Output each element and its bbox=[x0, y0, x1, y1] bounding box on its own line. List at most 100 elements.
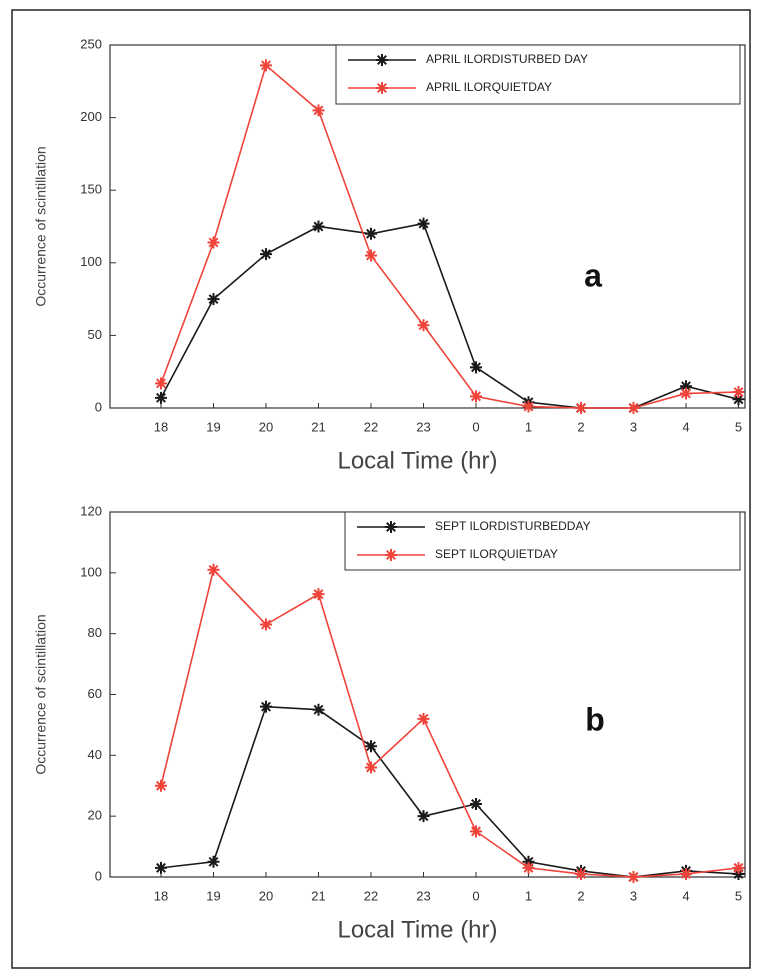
x-tick-label: 5 bbox=[735, 888, 742, 903]
data-point bbox=[575, 867, 587, 880]
legend-marker bbox=[376, 54, 388, 66]
data-point bbox=[312, 220, 325, 233]
data-point bbox=[680, 867, 692, 880]
y-tick-label: 120 bbox=[80, 503, 102, 518]
x-tick-label: 19 bbox=[206, 419, 220, 434]
data-point bbox=[207, 236, 220, 249]
legend-label: SEPT ILORDISTURBEDDAY bbox=[435, 519, 591, 533]
x-tick-label: 23 bbox=[416, 888, 430, 903]
data-point bbox=[522, 400, 535, 413]
x-axis-label: Local Time (hr) bbox=[337, 916, 497, 943]
series-line bbox=[160, 568, 739, 878]
data-point bbox=[732, 861, 745, 874]
x-tick-label: 20 bbox=[259, 419, 273, 434]
data-point bbox=[312, 703, 325, 716]
panel-annotation: b bbox=[585, 701, 605, 737]
data-point bbox=[470, 361, 482, 374]
x-tick-label: 4 bbox=[682, 888, 689, 903]
data-point bbox=[365, 227, 377, 240]
data-point bbox=[522, 861, 535, 874]
data-point bbox=[365, 249, 377, 262]
data-point bbox=[260, 700, 272, 713]
y-axis-label: Occurrence of scintillation bbox=[33, 146, 49, 306]
data-point bbox=[732, 393, 745, 406]
legend-marker bbox=[385, 521, 397, 533]
legend-label: APRIL ILORQUIETDAY bbox=[426, 80, 552, 94]
data-point bbox=[365, 761, 377, 774]
legend-marker bbox=[376, 82, 388, 94]
data-point bbox=[155, 779, 167, 792]
panel-annotation: a bbox=[584, 257, 602, 293]
data-point bbox=[207, 855, 220, 868]
data-point bbox=[627, 402, 640, 414]
x-axis-label: Local Time (hr) bbox=[337, 447, 497, 474]
data-point bbox=[470, 390, 482, 403]
x-tick-label: 21 bbox=[311, 419, 325, 434]
x-tick-label: 22 bbox=[364, 419, 378, 434]
x-tick-label: 3 bbox=[630, 419, 637, 434]
y-tick-label: 200 bbox=[80, 109, 102, 124]
data-point bbox=[155, 391, 167, 404]
data-point bbox=[155, 377, 167, 390]
series-line bbox=[160, 222, 739, 409]
x-tick-label: 1 bbox=[525, 888, 532, 903]
series-line bbox=[160, 705, 739, 878]
data-point bbox=[522, 855, 535, 868]
y-tick-label: 150 bbox=[80, 182, 102, 197]
data-point bbox=[417, 712, 430, 725]
x-tick-label: 5 bbox=[735, 419, 742, 434]
data-point bbox=[417, 217, 430, 230]
data-point bbox=[260, 248, 272, 261]
y-tick-label: 80 bbox=[88, 625, 102, 640]
data-point bbox=[732, 867, 745, 880]
y-tick-label: 60 bbox=[88, 686, 102, 701]
data-point bbox=[312, 588, 325, 601]
series-line bbox=[160, 63, 739, 409]
y-tick-label: 0 bbox=[95, 868, 102, 883]
x-tick-label: 20 bbox=[259, 888, 273, 903]
x-tick-label: 0 bbox=[472, 888, 479, 903]
x-tick-label: 4 bbox=[682, 419, 689, 434]
data-point bbox=[260, 59, 272, 72]
legend-box bbox=[344, 511, 741, 571]
data-point bbox=[680, 387, 692, 400]
x-tick-label: 18 bbox=[154, 419, 168, 434]
x-tick-label: 19 bbox=[206, 888, 220, 903]
x-tick-label: 2 bbox=[577, 419, 584, 434]
x-tick-label: 1 bbox=[525, 419, 532, 434]
legend-label: APRIL ILORDISTURBED DAY bbox=[426, 52, 588, 66]
data-point bbox=[260, 618, 272, 631]
y-tick-label: 20 bbox=[88, 808, 102, 823]
legend-marker bbox=[385, 549, 397, 561]
x-tick-label: 22 bbox=[364, 888, 378, 903]
x-tick-label: 0 bbox=[472, 419, 479, 434]
x-tick-label: 23 bbox=[416, 419, 430, 434]
data-point bbox=[470, 798, 482, 810]
data-point bbox=[417, 319, 430, 332]
x-tick-label: 2 bbox=[577, 888, 584, 903]
legend-box bbox=[335, 44, 741, 105]
data-point bbox=[365, 740, 377, 753]
y-tick-label: 40 bbox=[88, 747, 102, 762]
x-tick-label: 18 bbox=[154, 888, 168, 903]
data-point bbox=[575, 402, 587, 414]
data-point bbox=[155, 861, 167, 874]
data-point bbox=[207, 563, 220, 576]
x-tick-label: 21 bbox=[311, 888, 325, 903]
y-tick-label: 100 bbox=[80, 254, 102, 269]
y-tick-label: 0 bbox=[95, 399, 102, 414]
data-point bbox=[680, 380, 692, 393]
x-tick-label: 3 bbox=[630, 888, 637, 903]
y-axis-label: Occurrence of scintillation bbox=[33, 614, 49, 774]
data-point bbox=[627, 871, 640, 883]
figure-border bbox=[11, 9, 751, 969]
y-tick-label: 100 bbox=[80, 564, 102, 579]
data-point bbox=[732, 386, 745, 399]
y-tick-label: 250 bbox=[80, 36, 102, 51]
legend-label: SEPT ILORQUIETDAY bbox=[435, 547, 558, 561]
data-point bbox=[417, 810, 430, 823]
data-point bbox=[470, 825, 482, 838]
data-point bbox=[312, 104, 325, 117]
data-point bbox=[207, 293, 220, 306]
